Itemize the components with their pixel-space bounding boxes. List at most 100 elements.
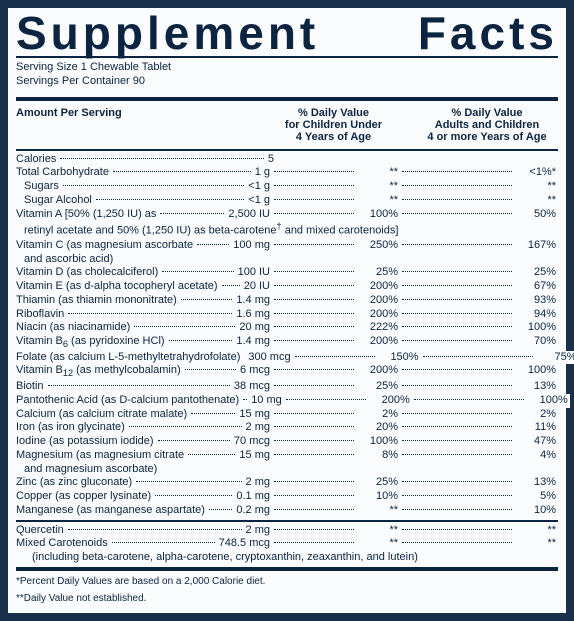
panel-title: Supplement Facts <box>16 8 558 58</box>
nutrient-name: Vitamin D (as cholecalciferol) <box>16 266 160 280</box>
dv-adult: 50% <box>514 208 558 222</box>
nutrient-name: Copper (as copper lysinate) <box>16 490 153 504</box>
dv-adult: 4% <box>514 449 558 463</box>
nutrient-amount: 100 IU <box>236 266 272 280</box>
header-amount: Amount Per Serving <box>16 107 261 143</box>
dv-adult: 13% <box>514 380 558 394</box>
dv-child: ** <box>356 504 400 518</box>
dv-child: 200% <box>356 308 400 322</box>
table-row: Magnesium (as magnesium citrate15 mg8%4% <box>16 449 558 463</box>
dv-child: ** <box>356 537 400 551</box>
dv-adult: 67% <box>514 280 558 294</box>
dv-child: 200% <box>356 294 400 308</box>
dv-child: ** <box>356 524 400 538</box>
dv-child: 200% <box>356 280 400 294</box>
table-row: Vitamin E (as d-alpha tocopheryl acetate… <box>16 280 558 294</box>
servings-per-container: Servings Per Container 90 <box>16 74 558 88</box>
dv-child: 222% <box>356 321 400 335</box>
dv-adult: 100% <box>514 321 558 335</box>
nutrient-name: Riboflavin <box>16 308 66 322</box>
nutrient-amount: 2,500 IU <box>226 208 272 222</box>
dv-child: 2% <box>356 408 400 422</box>
nutrient-name: Folate (as calcium L-5-methyltetrahydrof… <box>16 351 242 365</box>
nutrient-amount: 1.4 mg <box>234 294 272 308</box>
nutrient-name: Vitamin A [50% (1,250 IU) as <box>16 208 158 222</box>
nutrient-amount: 6 mcg <box>238 364 272 378</box>
nutrient-name: Vitamin B6 (as pyridoxine HCl) <box>16 335 167 351</box>
nutrient-name: Sugar Alcohol <box>16 194 94 208</box>
dv-child: 150% <box>377 351 421 365</box>
nutrient-amount: 10 mg <box>249 394 284 408</box>
nutrient-rows: Calories5Total Carbohydrate1 g**<1%*Suga… <box>16 153 558 518</box>
dv-child: 25% <box>356 380 400 394</box>
nutrient-amount: 70 mcg <box>232 435 272 449</box>
table-row: Total Carbohydrate1 g**<1%* <box>16 166 558 180</box>
dv-adult: 75% <box>535 351 574 365</box>
nutrient-subline: retinyl acetate and 50% (1,250 IU) as be… <box>16 221 558 238</box>
table-row: Thiamin (as thiamin mononitrate) 1.4 mg 20… <box>16 294 558 308</box>
nutrient-name: Mixed Carotenoids <box>16 537 110 551</box>
nutrient-amount: 2 mg <box>244 421 272 435</box>
dv-adult: 2% <box>514 408 558 422</box>
dv-adult: ** <box>514 180 558 194</box>
table-row: Vitamin B6 (as pyridoxine HCl)1.4 mg200%… <box>16 335 558 351</box>
title-right: Facts <box>418 10 558 56</box>
dv-adult: 25% <box>514 266 558 280</box>
dv-adult: 93% <box>514 294 558 308</box>
nutrient-name: Zinc (as zinc gluconate) <box>16 476 134 490</box>
table-row: Iron (as iron glycinate)2 mg20%11% <box>16 421 558 435</box>
table-row: Sugar Alcohol<1 g**** <box>16 194 558 208</box>
nutrient-subline: and magnesium ascorbate) <box>16 463 558 477</box>
rule-med <box>16 149 558 151</box>
nutrient-amount: 15 mg <box>237 408 272 422</box>
dv-child: 10% <box>356 490 400 504</box>
dv-adult: ** <box>514 524 558 538</box>
dv-adult: 100% <box>514 364 558 378</box>
table-row: Quercetin 2 mg ** ** <box>16 524 558 538</box>
dv-child: 25% <box>356 266 400 280</box>
nutrient-amount: 20 IU <box>242 280 272 294</box>
rule-med-2 <box>16 520 558 522</box>
nutrient-amount: 1.6 mg <box>234 308 272 322</box>
dv-adult: 13% <box>514 476 558 490</box>
dv-adult: 10% <box>514 504 558 518</box>
nutrient-amount: 1.4 mg <box>234 335 272 349</box>
nutrient-amount: 2 mg <box>244 524 272 538</box>
nutrient-subline: and ascorbic acid) <box>16 253 558 267</box>
dv-adult: ** <box>514 194 558 208</box>
dv-child: 100% <box>356 208 400 222</box>
dv-child: 200% <box>356 364 400 378</box>
nutrient-name: Biotin <box>16 380 46 394</box>
serving-info: Serving Size 1 Chewable Tablet Servings … <box>16 58 558 95</box>
table-row: Biotin38 mcg25%13% <box>16 380 558 394</box>
nutrient-name: Quercetin <box>16 524 66 538</box>
dv-adult: 167% <box>514 239 558 253</box>
table-row: Vitamin C (as magnesium ascorbate100 mg2… <box>16 239 558 253</box>
nutrient-name: Iodine (as potassium iodide) <box>16 435 156 449</box>
nutrient-name: Thiamin (as thiamin mononitrate) <box>16 294 179 308</box>
rule-thick <box>16 97 558 101</box>
table-row: Calories5 <box>16 153 558 167</box>
table-row: Zinc (as zinc gluconate) 2 mg 25% 13% <box>16 476 558 490</box>
dv-child: 20% <box>356 421 400 435</box>
table-row: Riboflavin1.6 mg200%94% <box>16 308 558 322</box>
dv-child: ** <box>356 194 400 208</box>
table-row: Mixed Carotenoids748.5 mcg**** <box>16 537 558 551</box>
nutrient-name: Sugars <box>16 180 61 194</box>
dv-adult: 100% <box>526 394 570 408</box>
title-left: Supplement <box>16 10 319 56</box>
dv-child: 25% <box>356 476 400 490</box>
dv-adult: 47% <box>514 435 558 449</box>
nutrient-name: Calcium (as calcium citrate malate) <box>16 408 189 422</box>
nutrient-subline: (including beta-carotene, alpha-carotene… <box>16 551 558 565</box>
dv-child: 200% <box>368 394 412 408</box>
nutrient-name: Niacin (as niacinamide) <box>16 321 132 335</box>
nutrient-name: Total Carbohydrate <box>16 166 111 180</box>
table-row: Copper (as copper lysinate)0.1 mg10%5% <box>16 490 558 504</box>
dv-child: 8% <box>356 449 400 463</box>
table-row: Sugars<1 g**** <box>16 180 558 194</box>
footnote-1: *Percent Daily Values are based on a 2,0… <box>16 573 558 590</box>
nutrient-name: Manganese (as manganese aspartate) <box>16 504 207 518</box>
nutrient-amount: 2 mg <box>244 476 272 490</box>
other-ingredient-rows: Quercetin2 mg****Mixed Carotenoids748.5 … <box>16 524 558 565</box>
